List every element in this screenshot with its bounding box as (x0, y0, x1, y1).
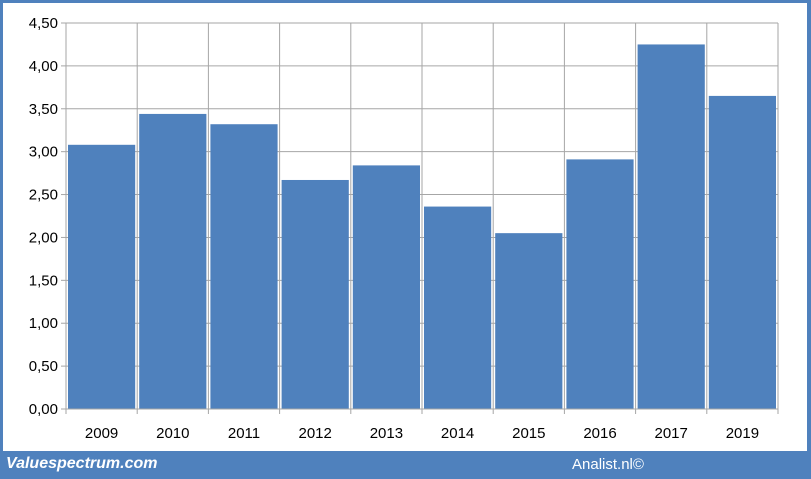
y-tick-label: 4,00 (29, 58, 58, 75)
plot-panel: 0,00 0,50 1,00 1,50 2,00 2,50 3,00 3,50 4,00 4,50… (3, 3, 807, 451)
bar-2012 (281, 179, 349, 409)
bar-chart: 0,00 0,50 1,00 1,50 2,00 2,50 3,00 3,50 4,00 4,50… (29, 15, 779, 442)
y-tick-label: 1,00 (29, 315, 58, 332)
y-tick-label: 4,50 (29, 15, 58, 32)
bar-2017 (637, 44, 705, 409)
y-tick-label: 2,50 (29, 187, 58, 204)
y-tick-label: 0,00 (29, 401, 58, 418)
bar-2011 (210, 124, 278, 410)
x-tick-label: 2013 (370, 425, 403, 442)
x-tick-label: 2009 (85, 425, 118, 442)
y-tick-label: 2,00 (29, 229, 58, 246)
bar-2019 (708, 95, 776, 410)
x-tick-label: 2011 (228, 425, 260, 442)
x-tick-label: 2010 (156, 425, 189, 442)
x-tick-label: 2014 (441, 425, 474, 442)
bar-2016 (566, 159, 634, 409)
y-tick-label: 3,50 (29, 101, 58, 118)
x-tick-label: 2012 (299, 425, 332, 442)
bar-2009 (68, 144, 136, 409)
footer-brand-right: Analist.nl© (572, 456, 644, 473)
x-tick-label: 2015 (512, 425, 545, 442)
x-tick-label: 2016 (583, 425, 616, 442)
bar-2013 (352, 165, 420, 409)
x-tick-label: 2019 (726, 425, 759, 442)
y-tick-label: 0,50 (29, 358, 58, 375)
footer-brand-left: Valuespectrum.com (6, 455, 158, 472)
x-tick-label: 2017 (655, 425, 688, 442)
bar-2014 (424, 206, 492, 409)
bar-2010 (139, 113, 207, 410)
y-tick-label: 1,50 (29, 272, 58, 289)
bar-2015 (495, 233, 563, 409)
y-tick-label: 3,00 (29, 144, 58, 161)
